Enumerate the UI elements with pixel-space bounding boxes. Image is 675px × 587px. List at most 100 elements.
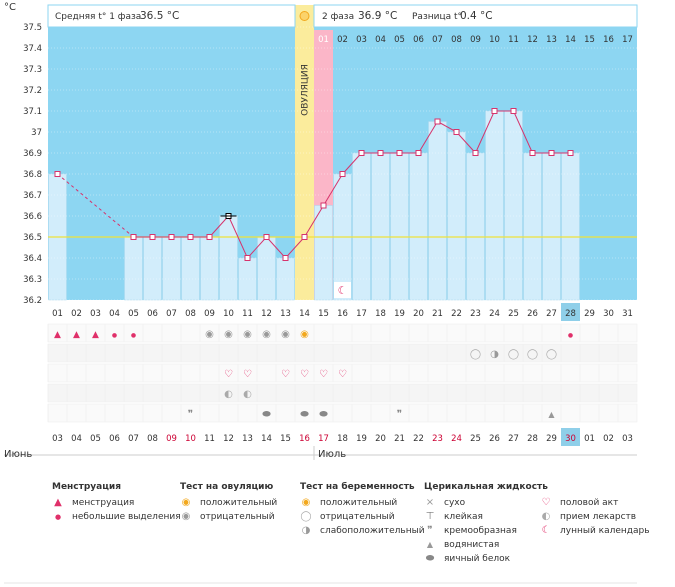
diff-label: Разница t° — [412, 12, 462, 22]
ovulation-negative-icon: ◉ — [281, 329, 290, 340]
day-label: 10 — [223, 309, 234, 319]
legend-pregnancy: Тест на беременность ◉ положительный ◯ отр… — [300, 482, 425, 538]
date-label: 17 — [318, 434, 329, 444]
eggwhite-icon: ⬬ — [300, 409, 309, 420]
legend-item: отрицательный — [320, 512, 395, 522]
ovulation-column — [295, 5, 314, 300]
legend-item: отрицательный — [200, 512, 275, 522]
day-label: 15 — [318, 309, 329, 319]
temp-bar — [314, 205, 333, 301]
ovulation-sun-icon — [299, 11, 310, 21]
day-label: 31 — [622, 309, 633, 319]
temp-bar — [124, 236, 143, 301]
day-label: 01 — [52, 309, 63, 319]
ovulation-negative-icon: ◉ — [205, 329, 214, 340]
date-label: 12 — [223, 434, 234, 444]
temp-bar — [504, 110, 523, 301]
temp-bar — [200, 236, 219, 301]
date-label: 20 — [375, 434, 386, 444]
month-label: Июль — [318, 449, 346, 460]
legend-title: Церикальная жидкость — [424, 482, 548, 492]
spotting-icon: ● — [568, 332, 573, 339]
temp-segment — [323, 173, 343, 206]
watery-icon: ▲ — [426, 540, 434, 549]
menstruation-icon: ▲ — [92, 330, 99, 340]
eggwhite-icon: ⬬ — [425, 553, 435, 564]
temp-bar — [181, 236, 200, 301]
date-label: 07 — [128, 434, 139, 444]
date-label: 23 — [432, 434, 443, 444]
date-label: 27 — [508, 434, 519, 444]
temp-segment — [57, 173, 134, 238]
temp-segment — [304, 205, 324, 238]
pill-icon: ◐ — [541, 511, 551, 522]
date-label: 09 — [166, 434, 177, 444]
phase2-header — [313, 4, 638, 28]
temp-point — [168, 234, 175, 240]
temp-bar — [523, 152, 542, 301]
temp-point — [244, 255, 251, 261]
creamy-icon: ❞ — [397, 409, 402, 420]
day-label: 30 — [603, 309, 614, 319]
temp-bar — [162, 236, 181, 301]
creamy-icon: ❞ — [427, 525, 433, 536]
heart-icon: ♡ — [338, 369, 347, 380]
day-label: 12 — [261, 309, 272, 319]
temp-segment — [342, 152, 362, 175]
date-label: 04 — [71, 434, 82, 444]
y-tick-label: 36.5 — [23, 233, 42, 243]
ovulation-negative-icon: ◉ — [181, 511, 191, 522]
temp-segment — [266, 236, 286, 259]
legend-item: кремообразная — [444, 526, 517, 536]
temp-point — [320, 202, 327, 209]
temp-point — [529, 150, 536, 156]
temp-point — [434, 118, 441, 125]
temp-bar — [390, 152, 409, 301]
top-day-label: 01 — [318, 35, 329, 45]
top-day-label: 17 — [622, 35, 633, 45]
heart-icon: ♡ — [319, 369, 328, 380]
temp-bar — [238, 257, 257, 301]
day-label: 29 — [584, 309, 595, 319]
date-label: 03 — [622, 434, 633, 444]
temp-point — [377, 150, 384, 156]
diff-value: 0.4 °C — [460, 10, 493, 22]
legend-item: положительный — [200, 498, 278, 508]
ovulation-negative-icon: ◉ — [262, 329, 271, 340]
date-label: 01 — [584, 434, 595, 444]
day-label: 06 — [147, 309, 158, 319]
top-day-label: 03 — [356, 35, 367, 45]
legend-menstruation: Менструация ▲ менструация ● небольшие выде… — [52, 482, 181, 524]
creamy-icon: ❞ — [188, 409, 193, 420]
y-tick-label: 36.9 — [23, 149, 42, 159]
day-label: 24 — [489, 309, 500, 319]
temp-segment — [418, 121, 438, 154]
temp-point — [396, 150, 403, 156]
temp-segment — [513, 110, 533, 154]
temp-segment — [209, 215, 229, 238]
day-label: 09 — [204, 309, 215, 319]
pill-icon: ◐ — [224, 389, 233, 400]
ovulation-positive-icon: ◉ — [300, 329, 309, 340]
temp-segment — [247, 236, 267, 259]
temp-bar — [409, 152, 428, 301]
legend-item: клейкая — [444, 512, 483, 522]
legend-title: Тест на овуляцию — [180, 482, 274, 492]
day-label: 14 — [299, 309, 310, 319]
ovulation-negative-icon: ◉ — [224, 329, 233, 340]
phase1-label: Средняя t° 1 фаза — [55, 12, 141, 22]
legend-item: яичный белок — [444, 554, 511, 564]
ovulation-label: ОВУЛЯЦИЯ — [301, 64, 311, 116]
legend-other: ♡ половой акт ◐ прием лекарств ☾ лунный кал… — [540, 496, 650, 538]
date-label: 14 — [261, 434, 272, 444]
temp-point — [415, 150, 422, 156]
pregnancy-negative-icon: ◯ — [470, 349, 481, 360]
date-label: 29 — [546, 434, 557, 444]
temp-point — [567, 150, 574, 156]
y-tick-label: 36.7 — [23, 191, 42, 201]
day-label: 25 — [508, 309, 519, 319]
grid-row — [47, 323, 638, 343]
day-label: 19 — [394, 309, 405, 319]
temp-point — [54, 171, 61, 177]
date-label: 22 — [413, 434, 424, 444]
